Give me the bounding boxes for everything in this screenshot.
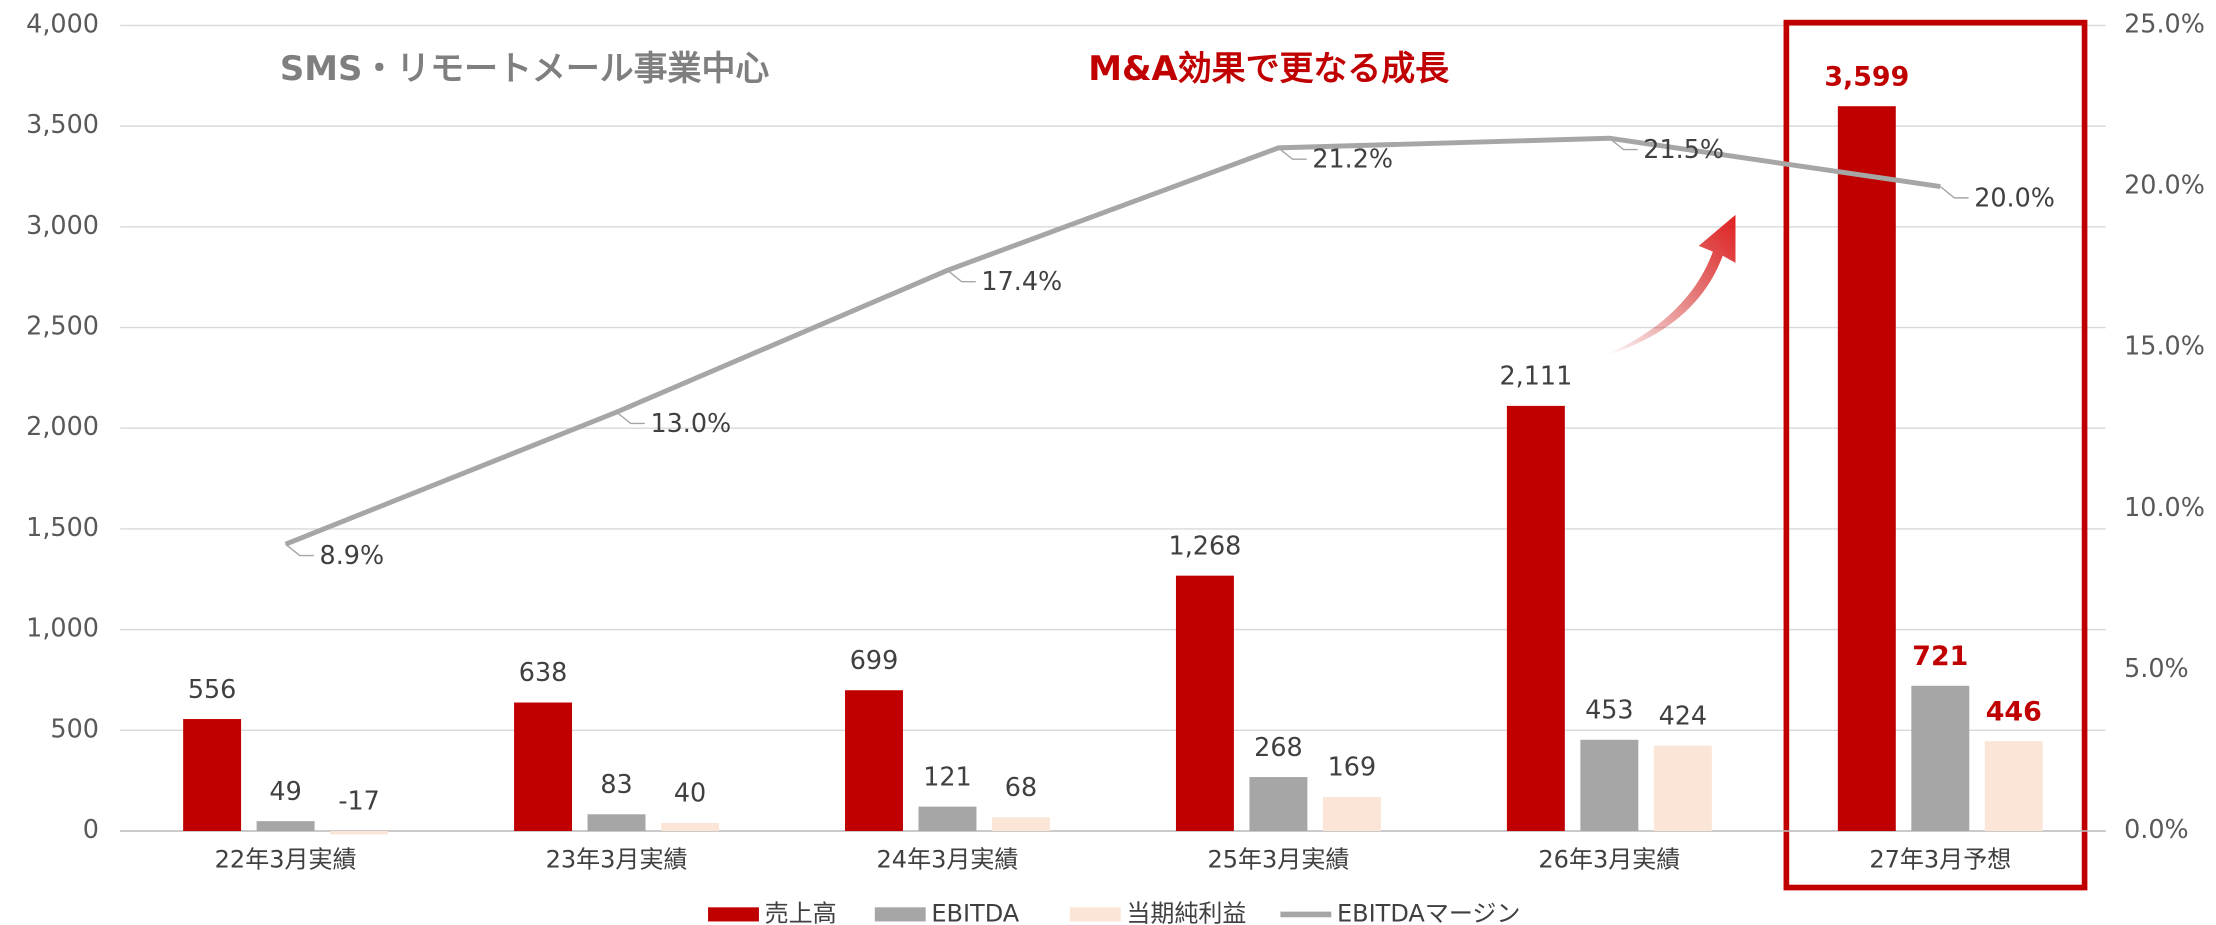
- data-label: -17: [338, 786, 380, 816]
- data-label: 83: [600, 769, 632, 799]
- leader-line: [1277, 147, 1307, 160]
- bar: [183, 719, 242, 832]
- data-label: 424: [1659, 700, 1708, 730]
- bar: [1984, 741, 2043, 832]
- bar: [1837, 106, 1896, 832]
- legend-label: EBITDAマージン: [1337, 899, 1520, 925]
- leader-line: [1939, 186, 1969, 199]
- data-label: 17.4%: [981, 266, 1062, 296]
- annotation: SMS・リモートメール事業中心: [280, 49, 770, 88]
- legend-swatch: [874, 907, 926, 922]
- x-tick-label: 23年3月実績: [546, 846, 688, 874]
- y2-tick-label: 0.0%: [2124, 814, 2189, 844]
- y2-tick-label: 20.0%: [2124, 170, 2205, 200]
- y2-tick-label: 5.0%: [2124, 653, 2189, 683]
- data-label: 268: [1254, 732, 1303, 762]
- data-label: 49: [269, 776, 301, 806]
- data-label: 20.0%: [1974, 182, 2055, 212]
- y2-tick-label: 25.0%: [2124, 8, 2205, 38]
- bar: [661, 822, 719, 832]
- y2-tick-label: 15.0%: [2124, 331, 2205, 361]
- y-tick-label: 0: [83, 814, 99, 844]
- leader-line: [947, 269, 976, 283]
- data-label: 556: [188, 674, 237, 704]
- bar: [991, 817, 1050, 832]
- data-label: 1,268: [1169, 530, 1242, 560]
- annotation: M&A効果で更なる成長: [1088, 49, 1449, 88]
- bar: [1322, 796, 1381, 832]
- data-label: 13.0%: [650, 408, 731, 438]
- data-label: 169: [1328, 752, 1377, 782]
- data-label: 40: [674, 778, 706, 808]
- y-tick-label: 500: [50, 713, 99, 743]
- grid: [120, 24, 2106, 832]
- y-tick-label: 1,000: [26, 613, 99, 643]
- data-label: 453: [1585, 695, 1634, 725]
- y2-tick-label: 10.0%: [2124, 492, 2205, 522]
- x-tick-label: 22年3月実績: [215, 846, 357, 874]
- bar: [1249, 777, 1308, 832]
- highlight-box: [1783, 19, 2088, 891]
- bar: [514, 702, 573, 832]
- bar: [1580, 739, 1639, 832]
- bar: [587, 814, 646, 832]
- line: [284, 135, 1941, 547]
- bar: [845, 690, 903, 832]
- data-label: 446: [1986, 696, 2042, 727]
- legend-label: 売上高: [765, 899, 837, 925]
- data-label: 21.5%: [1643, 134, 1724, 164]
- legend-label: 当期純利益: [1126, 899, 1246, 925]
- x-tick-label: 25年3月実績: [1207, 846, 1349, 874]
- y-tick-label: 2,500: [26, 311, 99, 341]
- y-tick-label: 2,000: [26, 411, 99, 441]
- growth-arrow: [1604, 214, 1736, 357]
- x-tick-label: 24年3月実績: [877, 846, 1019, 874]
- data-label: 2,111: [1499, 361, 1572, 391]
- y-tick-label: 1,500: [26, 512, 99, 542]
- data-label: 121: [923, 761, 972, 791]
- bar: [918, 806, 977, 832]
- data-label: 68: [1005, 772, 1037, 802]
- legend-label: EBITDA: [931, 899, 1019, 925]
- leader-line: [285, 543, 314, 557]
- x-tick-label: 27年3月予想: [1869, 846, 2011, 874]
- bar: [1175, 575, 1234, 832]
- bar: [1506, 405, 1565, 832]
- data-label: 699: [850, 645, 899, 675]
- bar: [330, 831, 389, 835]
- bar: [256, 821, 315, 832]
- data-label: 721: [1912, 641, 1968, 672]
- x-tick-label: 26年3月実績: [1538, 846, 1680, 874]
- data-label: 3,599: [1824, 61, 1909, 92]
- bar: [1911, 685, 1970, 832]
- legend-swatch: [708, 907, 759, 922]
- data-label: 8.9%: [320, 540, 385, 570]
- y-tick-label: 4,000: [26, 8, 99, 38]
- y-tick-label: 3,500: [26, 109, 99, 139]
- y-tick-label: 3,000: [26, 210, 99, 240]
- legend-swatch: [1069, 907, 1121, 922]
- data-label: 21.2%: [1312, 144, 1393, 174]
- leader-line: [1608, 137, 1638, 151]
- bar: [1653, 745, 1712, 832]
- leader-line: [616, 411, 645, 425]
- data-label: 638: [519, 657, 568, 687]
